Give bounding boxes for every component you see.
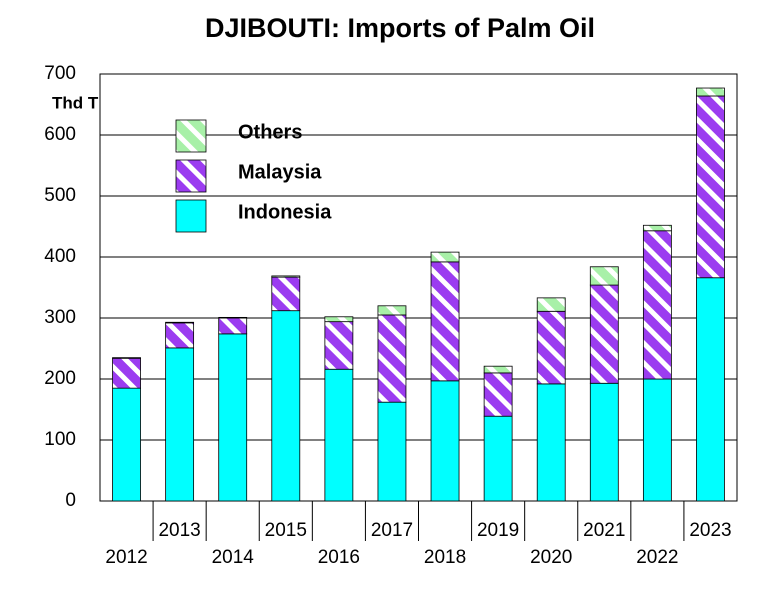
bar-segment bbox=[165, 347, 195, 502]
x-tick-label: 2021 bbox=[583, 520, 625, 541]
bar-segment bbox=[696, 87, 725, 97]
bar-segment bbox=[112, 357, 141, 389]
bar-segment bbox=[112, 357, 141, 359]
x-tick-label: 2022 bbox=[636, 547, 678, 568]
legend-label: Others bbox=[238, 121, 302, 143]
bar-segment bbox=[483, 365, 513, 374]
bar-segment bbox=[218, 333, 248, 502]
bar-segment bbox=[377, 305, 407, 316]
bar-segment bbox=[430, 261, 460, 382]
y-tick-label: 700 bbox=[44, 63, 76, 84]
bar-segment bbox=[324, 316, 354, 323]
bar-segment bbox=[377, 401, 407, 502]
x-tick-label: 2017 bbox=[371, 520, 413, 541]
x-tick-label: 2016 bbox=[318, 547, 360, 568]
bar-segment bbox=[430, 380, 460, 502]
bar-segment bbox=[642, 378, 672, 502]
bar-segment bbox=[642, 230, 672, 380]
bar-segment bbox=[112, 387, 141, 502]
y-tick-label: 500 bbox=[44, 185, 76, 206]
y-tick-label: 0 bbox=[65, 490, 76, 511]
legend-swatch bbox=[175, 119, 207, 153]
x-tick-label: 2014 bbox=[212, 547, 255, 568]
bar-segment bbox=[642, 224, 672, 232]
bar-segment bbox=[218, 317, 248, 335]
legend-swatch bbox=[175, 199, 207, 233]
bar-segment bbox=[271, 310, 301, 502]
x-tick-label: 2012 bbox=[105, 547, 147, 568]
bar-segment bbox=[589, 266, 619, 286]
y-axis-unit: Thd T bbox=[52, 93, 99, 112]
bar-segment bbox=[271, 275, 301, 278]
y-tick-label: 100 bbox=[44, 429, 76, 450]
legend-swatch bbox=[175, 159, 207, 193]
bar-segment bbox=[589, 284, 619, 384]
bar-segment bbox=[536, 310, 566, 385]
bar-segment bbox=[271, 276, 301, 312]
bar-segment bbox=[483, 372, 513, 417]
y-tick-label: 600 bbox=[44, 124, 76, 145]
bar-segment bbox=[696, 277, 725, 502]
bar-segment bbox=[483, 415, 513, 502]
bar-segment bbox=[218, 316, 248, 319]
bar-segment bbox=[696, 95, 725, 279]
x-tick-label: 2023 bbox=[689, 520, 731, 541]
bar-segment bbox=[589, 382, 619, 502]
bar-segment bbox=[536, 297, 566, 312]
chart-title: DJIBOUTI: Imports of Palm Oil bbox=[205, 13, 595, 43]
legend-label: Malaysia bbox=[238, 161, 322, 183]
bar-segment bbox=[430, 251, 460, 263]
y-tick-label: 200 bbox=[44, 368, 76, 389]
x-tick-label: 2013 bbox=[158, 520, 200, 541]
x-tick-label: 2018 bbox=[424, 547, 466, 568]
bar-segment bbox=[165, 321, 195, 324]
bar-segment bbox=[536, 383, 566, 502]
y-tick-label: 300 bbox=[44, 307, 76, 328]
bar-segment bbox=[377, 314, 407, 403]
bar-segment bbox=[165, 322, 195, 349]
legend-label: Indonesia bbox=[238, 201, 332, 223]
x-tick-label: 2020 bbox=[530, 547, 572, 568]
bar-segment bbox=[324, 321, 354, 370]
x-tick-label: 2015 bbox=[265, 520, 307, 541]
x-tick-label: 2019 bbox=[477, 520, 519, 541]
bar-segment bbox=[324, 368, 354, 502]
y-tick-label: 400 bbox=[44, 246, 76, 267]
